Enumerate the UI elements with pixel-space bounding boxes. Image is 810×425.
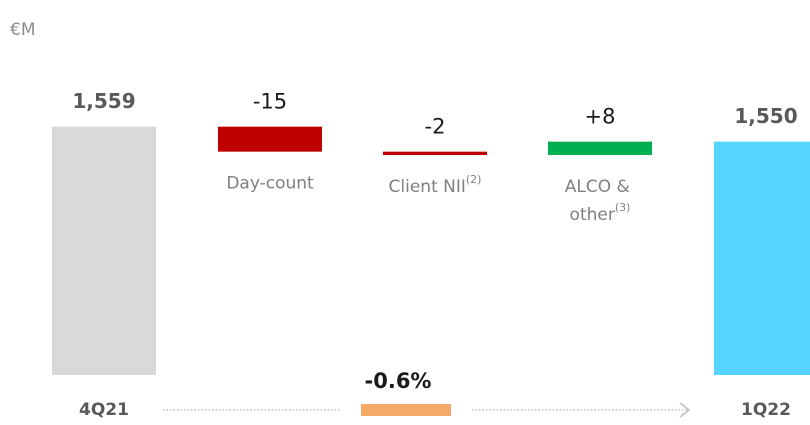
bar bbox=[52, 126, 156, 376]
change-indicator bbox=[361, 404, 451, 416]
value-label: -15 bbox=[253, 90, 287, 114]
bar bbox=[548, 141, 652, 155]
unit-label: €M bbox=[10, 20, 35, 40]
value-label: +8 bbox=[585, 105, 616, 129]
bar bbox=[383, 151, 487, 155]
value-label: -2 bbox=[425, 115, 446, 139]
category-label: ALCO & other bbox=[565, 177, 635, 225]
value-label: 1,550 bbox=[734, 104, 797, 128]
category-label-group: Day-count bbox=[226, 174, 314, 194]
category-label-group: ALCO & other(3) bbox=[565, 177, 635, 225]
footnote-mark: (2) bbox=[466, 173, 482, 186]
footnote-mark: (3) bbox=[615, 201, 631, 214]
category-label: Day-count bbox=[226, 174, 314, 194]
value-label: 1,559 bbox=[72, 89, 135, 113]
arrow-head bbox=[679, 402, 691, 418]
bar bbox=[714, 141, 810, 375]
category-label: 1Q22 bbox=[741, 400, 791, 420]
category-label-group: Client NII(2) bbox=[389, 173, 482, 197]
category-label: Client NII bbox=[389, 177, 466, 197]
bar bbox=[218, 126, 322, 152]
change-label: -0.6% bbox=[365, 369, 432, 393]
category-label: 4Q21 bbox=[79, 400, 129, 420]
